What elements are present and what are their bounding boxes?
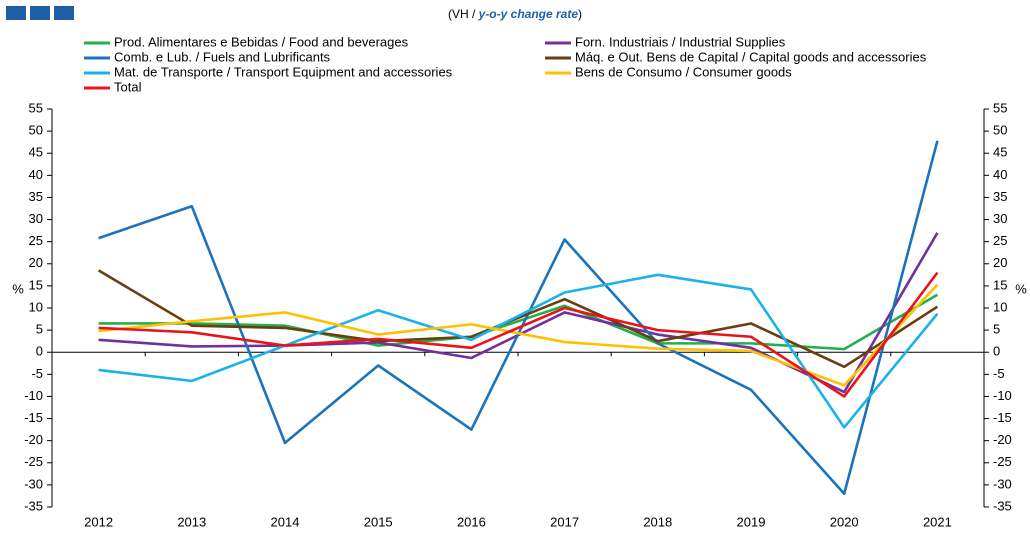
series-line	[98, 271, 939, 398]
title-part: )	[578, 7, 582, 21]
legend-label: Comb. e Lub. / Fuels and Lubrificants	[114, 49, 331, 64]
title-part: y-o-y change rate	[478, 7, 579, 21]
y-tick-label: -35	[24, 498, 43, 513]
series-line	[98, 140, 939, 496]
y-tick-label: 5	[36, 322, 43, 337]
x-tick-label: 2021	[923, 514, 952, 529]
y-tick-label: 45	[29, 145, 43, 160]
y-tick-label: -30	[24, 476, 43, 491]
y2-tick-label: 10	[993, 299, 1007, 314]
y2-tick-label: 45	[993, 145, 1007, 160]
y-tick-label: 40	[29, 167, 43, 182]
y-tick-label: 30	[29, 211, 43, 226]
y2-tick-label: 0	[993, 344, 1000, 359]
title-part: (VH /	[448, 7, 479, 21]
banner-block	[30, 6, 50, 20]
y2-tick-label: 50	[993, 123, 1007, 138]
x-tick-label: 2016	[457, 514, 486, 529]
x-tick-label: 2015	[364, 514, 393, 529]
x-tick-label: 2012	[84, 514, 113, 529]
y-tick-label: 50	[29, 123, 43, 138]
x-tick-label: 2017	[550, 514, 579, 529]
y-tick-label: 55	[29, 100, 43, 115]
y2-tick-label: 40	[993, 167, 1007, 182]
banner-block	[54, 6, 74, 20]
y2-tick-label: -15	[993, 410, 1012, 425]
series-line	[98, 293, 939, 351]
y-tick-label: -5	[31, 366, 43, 381]
y2-tick-label: -10	[993, 388, 1012, 403]
legend-label: Bens de Consumo / Consumer goods	[575, 64, 792, 79]
series-line	[98, 273, 939, 429]
y-tick-label: 0	[36, 344, 43, 359]
legend-label: Máq. e Out. Bens de Capital / Capital go…	[575, 49, 927, 64]
y-tick-label: 20	[29, 255, 43, 270]
x-tick-label: 2014	[271, 514, 300, 529]
y2-tick-label: 55	[993, 100, 1007, 115]
x-tick-label: 2018	[643, 514, 672, 529]
y-tick-label: 15	[29, 277, 43, 292]
y2-tick-label: -25	[993, 454, 1012, 469]
y2-tick-label: -20	[993, 432, 1012, 447]
legend-label: Prod. Alimentares e Bebidas / Food and b…	[114, 34, 409, 49]
y-tick-label: -25	[24, 454, 43, 469]
y2-tick-label: -5	[993, 366, 1005, 381]
x-tick-label: 2013	[177, 514, 206, 529]
y-axis-label: %	[12, 281, 24, 296]
x-tick-label: 2019	[737, 514, 766, 529]
y2-tick-label: 5	[993, 322, 1000, 337]
y-tick-label: 10	[29, 299, 43, 314]
y2-tick-label: 20	[993, 255, 1007, 270]
y2-tick-label: -35	[993, 498, 1012, 513]
chart-title: (VH / y-o-y change rate)	[448, 7, 582, 21]
y2-tick-label: 15	[993, 277, 1007, 292]
y-tick-label: -10	[24, 388, 43, 403]
y2-tick-label: -30	[993, 476, 1012, 491]
series-line	[97, 269, 939, 369]
y-tick-label: 25	[29, 233, 43, 248]
legend-label: Forn. Industriais / Industrial Supplies	[575, 34, 786, 49]
y-tick-label: 35	[29, 189, 43, 204]
legend-label: Mat. de Transporte / Transport Equipment…	[114, 64, 453, 79]
y2-tick-label: 30	[993, 211, 1007, 226]
y-tick-label: -15	[24, 410, 43, 425]
y2-tick-label: 25	[993, 233, 1007, 248]
y2-tick-label: 35	[993, 189, 1007, 204]
banner-block	[6, 6, 26, 20]
x-tick-label: 2020	[830, 514, 859, 529]
legend-label: Total	[114, 79, 142, 94]
y2-axis-label: %	[1015, 281, 1027, 296]
y-tick-label: -20	[24, 432, 43, 447]
series-line	[98, 283, 939, 387]
